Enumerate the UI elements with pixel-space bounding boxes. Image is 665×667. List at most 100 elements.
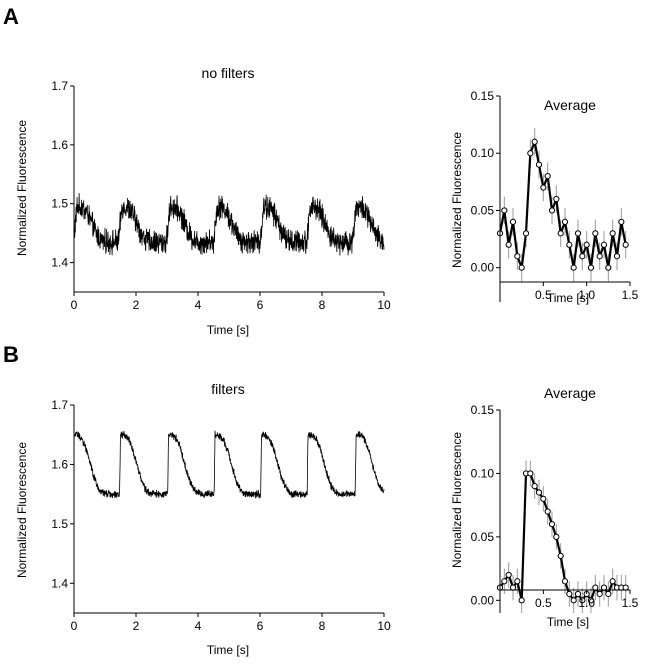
data-point bbox=[540, 184, 547, 191]
data-point bbox=[514, 578, 521, 585]
x-tick-label: 10 bbox=[377, 619, 391, 633]
chart-marks bbox=[73, 430, 385, 499]
data-point bbox=[600, 584, 608, 591]
data-point bbox=[527, 470, 534, 477]
data-point bbox=[592, 584, 599, 591]
y-tick-label: 0.15 bbox=[471, 89, 495, 103]
data-point bbox=[587, 597, 595, 604]
chart-b-average: Average 0.00 0.05 0.10 0.15 0.5 1.0 1.5 Time [… bbox=[450, 385, 639, 629]
data-point bbox=[622, 584, 629, 591]
x-tick-label: 0 bbox=[71, 298, 78, 312]
data-point bbox=[622, 241, 629, 248]
data-point bbox=[505, 571, 512, 579]
x-tick-label: 4 bbox=[195, 298, 202, 312]
data-point bbox=[509, 584, 517, 591]
chart-marks bbox=[496, 460, 629, 613]
data-point bbox=[566, 241, 573, 248]
data-point bbox=[587, 264, 595, 271]
chart-a-average: Average 0.00 0.05 0.10 0.15 0.5 1.0 1.5 Time [… bbox=[450, 89, 639, 305]
chart-axes: 0.00 0.05 0.10 0.15 0.5 1.0 1.5 bbox=[471, 89, 639, 302]
x-tick-label: 1.0 bbox=[578, 288, 595, 302]
data-point bbox=[544, 508, 551, 515]
data-point bbox=[548, 207, 556, 214]
x-tick-label: 4 bbox=[195, 619, 202, 633]
chart-title: Average bbox=[544, 97, 596, 113]
chart-axes: 0.00 0.05 0.10 0.15 0.5 1.0 1.5 bbox=[471, 403, 639, 613]
x-axis-label: Time [s] bbox=[547, 291, 589, 305]
series-line bbox=[498, 137, 627, 269]
data-point bbox=[605, 264, 612, 271]
series-line bbox=[73, 430, 385, 499]
data-point bbox=[609, 578, 616, 585]
x-tick-label: 1.5 bbox=[622, 596, 639, 610]
x-tick-label: 0 bbox=[71, 619, 78, 633]
y-tick-label: 1.5 bbox=[51, 517, 68, 531]
y-tick-label: 1.7 bbox=[51, 398, 68, 412]
y-tick-label: 0.00 bbox=[471, 593, 495, 607]
y-axis-label: Normalized Fluorescence bbox=[15, 442, 29, 578]
y-tick-label: 1.6 bbox=[51, 457, 68, 471]
x-tick-label: 8 bbox=[319, 298, 326, 312]
x-tick-label: 8 bbox=[319, 619, 326, 633]
x-tick-label: 1.5 bbox=[622, 288, 639, 302]
x-tick-label: 1.0 bbox=[578, 596, 595, 610]
data-point bbox=[518, 264, 525, 271]
y-tick-label: 0.00 bbox=[471, 261, 495, 275]
chart-marks bbox=[496, 128, 629, 282]
data-point bbox=[570, 264, 577, 271]
y-tick-label: 1.5 bbox=[51, 197, 68, 211]
data-point bbox=[605, 590, 612, 598]
data-point bbox=[583, 241, 590, 248]
data-point bbox=[566, 590, 573, 598]
x-tick-label: 2 bbox=[133, 298, 140, 312]
data-point bbox=[574, 590, 582, 598]
x-axis-label: Time [s] bbox=[207, 643, 249, 657]
data-point bbox=[501, 578, 508, 585]
data-point bbox=[518, 597, 525, 604]
data-point bbox=[540, 495, 547, 502]
y-tick-label: 0.05 bbox=[471, 530, 495, 544]
data-point bbox=[527, 150, 534, 157]
chart-title: Average bbox=[544, 385, 596, 401]
data-point bbox=[535, 489, 543, 496]
y-tick-label: 0.10 bbox=[471, 466, 495, 480]
x-tick-label: 2 bbox=[133, 619, 140, 633]
y-tick-label: 1.7 bbox=[51, 79, 68, 93]
series-line bbox=[73, 192, 385, 256]
chart-b-filters: filters 1.4 1.5 1.6 1.7 0 2 4 6 8 10 Time [s] Nor… bbox=[15, 381, 391, 657]
y-tick-label: 0.05 bbox=[471, 203, 495, 217]
data-point bbox=[531, 138, 538, 145]
data-point bbox=[613, 253, 621, 260]
data-point bbox=[570, 597, 577, 604]
data-point bbox=[600, 241, 608, 248]
data-point bbox=[553, 195, 560, 203]
y-axis-label: Normalized Fluorescence bbox=[450, 132, 464, 268]
y-axis-label: Normalized Fluorescence bbox=[450, 432, 464, 568]
data-point bbox=[509, 218, 517, 225]
x-axis-label: Time [s] bbox=[207, 323, 249, 337]
chart-axes: 1.4 1.5 1.6 1.7 0 2 4 6 8 10 bbox=[51, 79, 391, 312]
data-point bbox=[618, 218, 625, 225]
data-point bbox=[531, 483, 538, 490]
panel-label-b: B bbox=[3, 342, 19, 367]
data-point bbox=[557, 552, 564, 560]
chart-title: no filters bbox=[202, 65, 255, 81]
data-point bbox=[553, 533, 560, 540]
y-axis-label: Normalized Fluorescence bbox=[15, 120, 29, 256]
chart-marks bbox=[73, 192, 385, 256]
data-point bbox=[557, 230, 564, 237]
y-tick-label: 1.6 bbox=[51, 138, 68, 152]
data-point bbox=[561, 578, 569, 585]
y-tick-label: 1.4 bbox=[51, 256, 68, 270]
data-point bbox=[548, 521, 556, 528]
x-tick-label: 10 bbox=[377, 298, 391, 312]
chart-a-no-filters: no filters 1.41.51.61.70 2 4 6 8 10 Time [s] … bbox=[15, 65, 391, 337]
data-point bbox=[514, 253, 521, 260]
x-tick-label: 0.5 bbox=[535, 596, 552, 610]
y-tick-label: 0.15 bbox=[471, 403, 495, 417]
x-tick-label: 6 bbox=[257, 298, 264, 312]
data-point bbox=[561, 218, 569, 225]
y-tick-label: 0.10 bbox=[471, 146, 495, 160]
data-point bbox=[574, 230, 582, 237]
